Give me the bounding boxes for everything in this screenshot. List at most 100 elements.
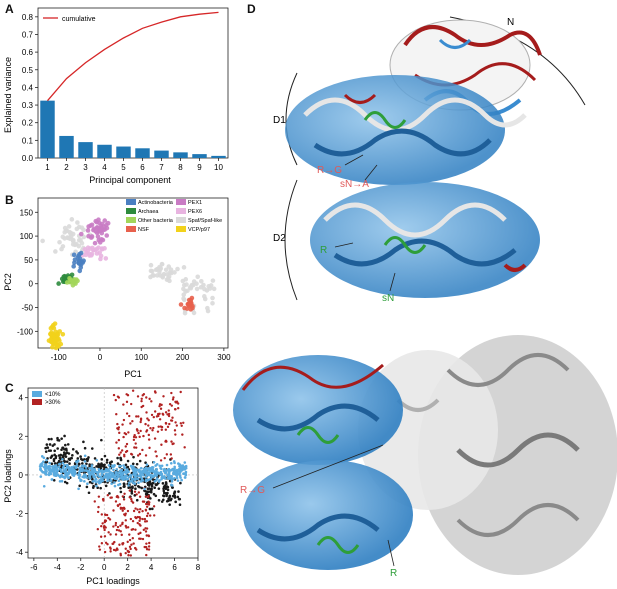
legend-label: cumulative bbox=[62, 16, 96, 23]
point-lt-10 bbox=[108, 466, 112, 470]
y-tick-label: 2 bbox=[19, 432, 24, 441]
point-gt-30 bbox=[130, 497, 133, 501]
mutation-sna-upper: sN→A bbox=[340, 179, 369, 190]
point-unlabeled bbox=[68, 462, 71, 465]
point-unlabeled bbox=[47, 437, 51, 441]
x-tick-label: 2 bbox=[64, 163, 69, 172]
x-tick-label: 0 bbox=[98, 353, 103, 362]
point-spaf-spaf-like bbox=[160, 274, 166, 280]
legend-swatch bbox=[126, 208, 136, 214]
point-lt-10 bbox=[175, 474, 179, 478]
point-lt-10 bbox=[160, 464, 164, 468]
chart-a-axes: 0.0 0.1 0.2 0.3 0.4 0.5 0.6 0.7 0.8 1 2 3 4 5 6 7 8 9 10 bbox=[22, 7, 229, 172]
chart-b: -100 0 100 200 300 -100 -50 0 50 100 150 Actinobac… bbox=[3, 197, 231, 379]
point-unlabeled bbox=[62, 453, 65, 457]
point-gt-30 bbox=[119, 524, 122, 527]
point-spaf-spaf-like bbox=[167, 270, 173, 276]
point-gt-30 bbox=[124, 551, 127, 555]
point-lt-10 bbox=[127, 484, 130, 487]
point-lt-10 bbox=[84, 474, 88, 478]
point-unlabeled bbox=[44, 450, 48, 453]
bar bbox=[173, 152, 188, 158]
mutation-sn-upper: sN bbox=[382, 293, 394, 304]
point-gt-30 bbox=[121, 423, 124, 426]
point-nsf bbox=[188, 303, 193, 308]
colored-protomer bbox=[233, 355, 413, 570]
point-gt-30 bbox=[126, 540, 129, 544]
y-tick-label: -50 bbox=[21, 304, 33, 313]
point-lt-10 bbox=[86, 482, 89, 486]
point-lt-10 bbox=[173, 461, 176, 465]
point-lt-10 bbox=[48, 464, 52, 468]
point-gt-30 bbox=[144, 545, 148, 549]
point-gt-30 bbox=[125, 400, 129, 404]
point-gt-30 bbox=[170, 440, 173, 443]
point-lt-10 bbox=[170, 478, 174, 482]
point-lt-10 bbox=[122, 477, 125, 480]
point-gt-30 bbox=[139, 429, 142, 433]
point-gt-30 bbox=[107, 531, 110, 534]
point-spaf-spaf-like bbox=[163, 267, 169, 273]
chart-a-cumulative bbox=[47, 11, 219, 102]
point-gt-30 bbox=[158, 418, 162, 421]
point-lt-10 bbox=[139, 475, 143, 479]
point-spaf-spaf-like bbox=[206, 284, 211, 289]
point-unlabeled bbox=[174, 500, 177, 504]
point-lt-10 bbox=[115, 468, 119, 471]
point-pex6 bbox=[103, 256, 109, 261]
point-lt-10 bbox=[149, 467, 152, 471]
point-spaf-spaf-like bbox=[210, 300, 215, 306]
point-gt-30 bbox=[119, 451, 122, 454]
point-gt-30 bbox=[129, 422, 132, 425]
point-lt-10 bbox=[70, 466, 73, 469]
point-gt-30 bbox=[144, 502, 148, 506]
point-gt-30 bbox=[148, 446, 151, 450]
y-tick-label: 0.1 bbox=[22, 136, 34, 145]
point-unlabeled bbox=[48, 443, 52, 446]
point-unlabeled bbox=[85, 462, 88, 466]
point-spaf-spaf-like bbox=[166, 264, 172, 269]
point-lt-10 bbox=[114, 470, 118, 474]
point-lt-10 bbox=[39, 467, 42, 470]
point-gt-30 bbox=[140, 397, 143, 400]
point-unlabeled bbox=[134, 487, 137, 491]
point-lt-10 bbox=[94, 481, 98, 484]
point-lt-10 bbox=[44, 473, 48, 476]
point-gt-30 bbox=[155, 415, 159, 418]
point-lt-10 bbox=[182, 472, 185, 476]
point-unlabeled bbox=[88, 480, 92, 484]
point-spaf-spaf-like bbox=[157, 269, 162, 275]
point-gt-30 bbox=[140, 399, 143, 403]
point-gt-30 bbox=[143, 517, 147, 521]
point-gt-30 bbox=[112, 525, 115, 528]
point-gt-30 bbox=[119, 554, 123, 557]
point-gt-30 bbox=[104, 519, 108, 523]
point-unlabeled bbox=[157, 499, 161, 502]
point-lt-10 bbox=[64, 472, 67, 476]
point-gt-30 bbox=[177, 407, 180, 410]
point-unlabeled bbox=[149, 489, 153, 492]
point-vcp-p97 bbox=[51, 341, 57, 346]
point-unlabeled bbox=[95, 465, 98, 468]
point-lt-10 bbox=[39, 463, 42, 466]
point-unlabeled bbox=[138, 459, 142, 463]
point-lt-10 bbox=[95, 484, 98, 488]
point-gt-30 bbox=[160, 428, 163, 431]
point-pex6 bbox=[102, 246, 107, 251]
point-unlabeled bbox=[124, 463, 128, 467]
point-lt-10 bbox=[88, 470, 91, 474]
point-lt-10 bbox=[121, 472, 125, 476]
point-lt-10 bbox=[63, 475, 67, 478]
point-gt-30 bbox=[137, 532, 140, 536]
point-lt-10 bbox=[149, 477, 152, 481]
point-gt-30 bbox=[136, 454, 140, 457]
point-unlabeled bbox=[148, 507, 152, 511]
point-lt-10 bbox=[174, 471, 178, 474]
legend-label: Other bacteria bbox=[138, 218, 174, 224]
point-gt-30 bbox=[116, 422, 119, 426]
point-spaf-spaf-like bbox=[175, 266, 180, 272]
y-tick-label: 150 bbox=[20, 208, 34, 217]
point-gt-30 bbox=[146, 512, 150, 515]
point-pex6 bbox=[85, 248, 90, 254]
point-unlabeled bbox=[71, 447, 75, 451]
